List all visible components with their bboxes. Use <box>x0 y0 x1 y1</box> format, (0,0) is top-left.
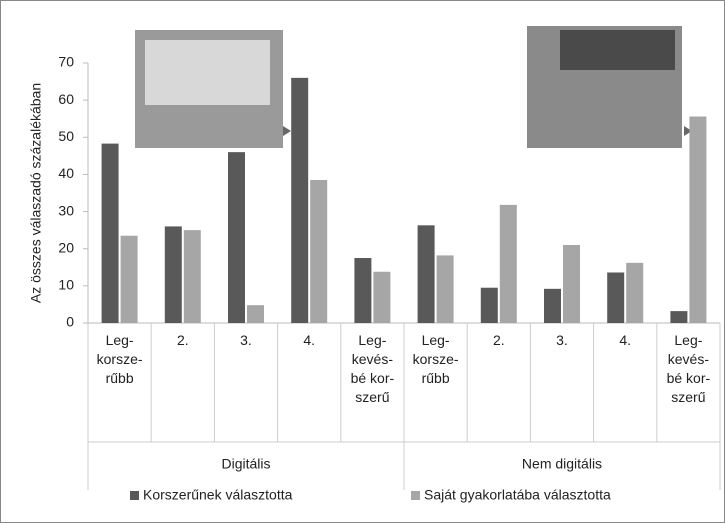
x-tick-label: 2. <box>151 331 214 350</box>
bar <box>437 255 454 323</box>
bar <box>418 225 435 323</box>
legend-label: Saját gyakorlatába választotta <box>424 487 611 503</box>
bar <box>626 263 643 323</box>
y-tick-label: 60 <box>58 91 74 107</box>
bar <box>563 245 580 323</box>
y-tick-label: 50 <box>58 128 74 144</box>
x-tick-label: Leg- korsze- rűbb <box>404 331 467 388</box>
x-tick-label: 4. <box>594 331 657 350</box>
bar <box>607 272 624 323</box>
bar <box>291 78 308 323</box>
photo-detail <box>560 30 675 70</box>
x-tick-label: Leg- kevés- bé kor- szerű <box>657 331 720 407</box>
bar <box>373 272 390 323</box>
x-tick-label: Leg- korsze- rűbb <box>88 331 151 388</box>
bar <box>670 311 687 323</box>
y-tick-label: 40 <box>58 165 74 181</box>
bar <box>121 236 138 323</box>
group-label: Digitális <box>221 456 270 472</box>
bar <box>481 288 498 323</box>
arrow <box>283 126 291 136</box>
page: Az összes válaszadó százalékában 0 10 20 30… <box>0 0 725 523</box>
y-tick-label: 10 <box>58 277 74 293</box>
chart: Az összes válaszadó százalékában 0 10 20 30… <box>0 0 725 523</box>
bar <box>354 258 371 323</box>
x-tick-label: Leg- kevés- bé kor- szerű <box>341 331 404 407</box>
photo-detail <box>145 40 270 105</box>
x-tick-label: 2. <box>467 331 530 350</box>
x-tick-label: 3. <box>214 331 277 350</box>
legend-swatch <box>130 491 139 500</box>
bar <box>165 226 182 323</box>
bar <box>184 230 201 323</box>
y-tick-label: 70 <box>58 54 74 70</box>
bar <box>228 152 245 323</box>
y-axis-title: Az összes válaszadó százalékában <box>28 83 44 303</box>
y-tick-label: 30 <box>58 202 74 218</box>
x-tick-label: 4. <box>278 331 341 350</box>
bar <box>689 116 706 323</box>
y-tick-label: 20 <box>58 239 74 255</box>
y-tick-label: 0 <box>66 314 74 330</box>
x-tick-label: 3. <box>530 331 593 350</box>
group-label: Nem digitális <box>522 456 602 472</box>
legend-swatch <box>411 491 420 500</box>
bar <box>247 305 264 323</box>
bar <box>544 289 561 323</box>
legend-label: Korszerűnek választotta <box>143 487 293 503</box>
bar <box>500 205 517 323</box>
bar <box>310 180 327 323</box>
bar <box>102 144 119 323</box>
